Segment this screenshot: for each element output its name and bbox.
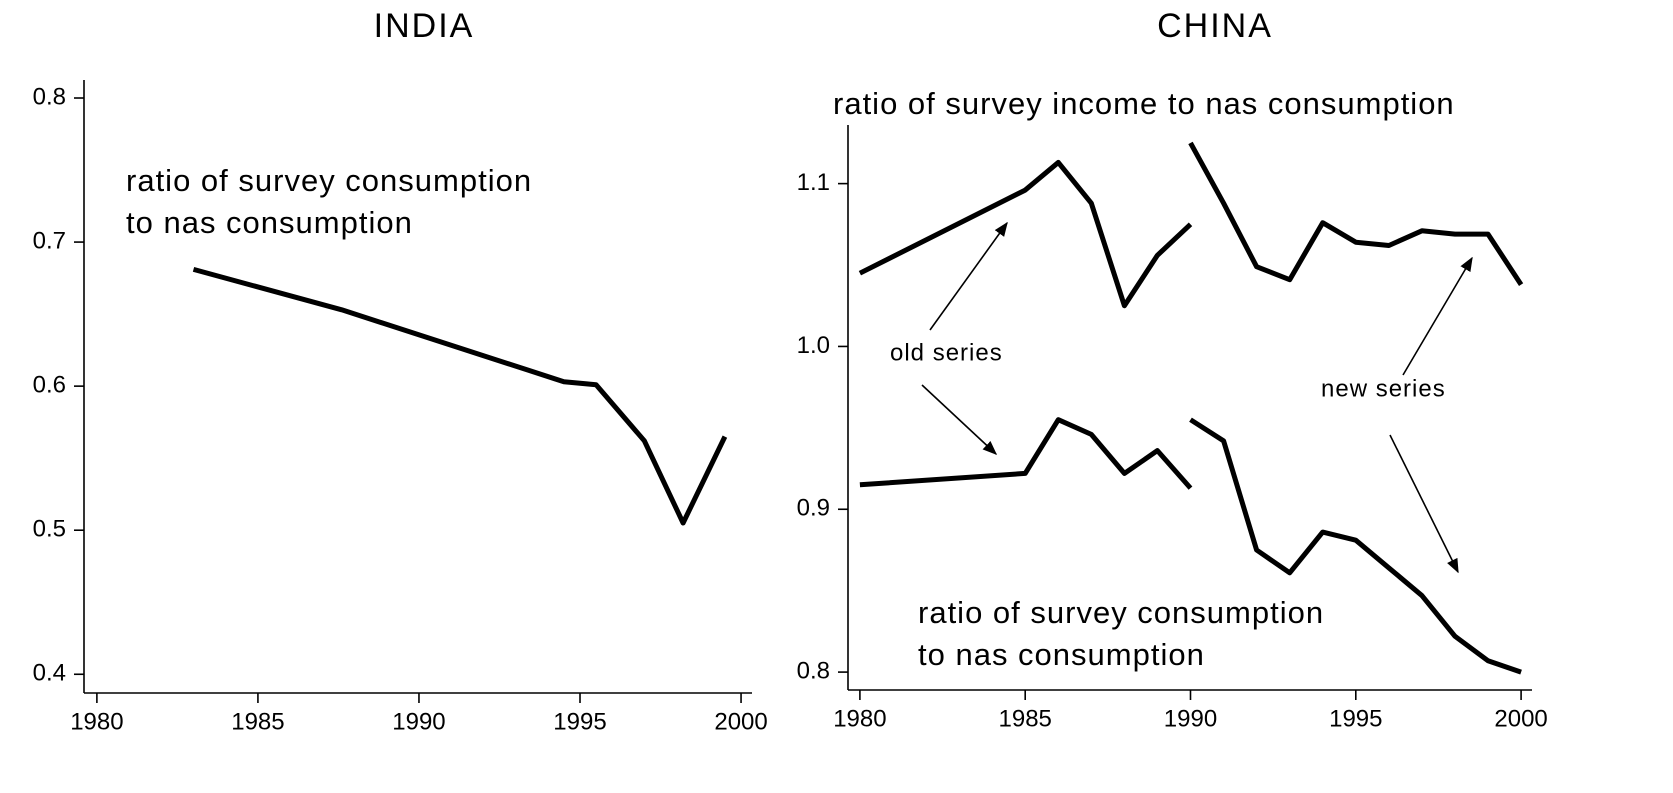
arrow <box>921 384 998 455</box>
y-tick-label: 0.8 <box>33 83 66 110</box>
annotation: new series <box>1321 375 1446 402</box>
x-tick-label: 1995 <box>1329 705 1382 732</box>
y-tick-label: 0.4 <box>33 660 66 687</box>
x-tick-label: 1990 <box>1164 705 1217 732</box>
annotation: to nas consumption <box>918 637 1205 672</box>
y-tick-label: 0.7 <box>33 227 66 254</box>
x-tick-label: 1985 <box>231 708 284 735</box>
panel-title: CHINA <box>1157 7 1273 45</box>
panel-title: INDIA <box>374 7 475 45</box>
series-line <box>1188 141 1524 286</box>
x-tick-label: 1985 <box>999 705 1052 732</box>
series-line <box>858 159 1193 309</box>
annotation: to nas consumption <box>126 205 413 240</box>
y-tick-label: 0.5 <box>33 516 66 543</box>
arrows <box>921 221 1473 574</box>
series-line <box>1189 417 1522 675</box>
x-tick-label: 1990 <box>392 708 445 735</box>
arrow <box>1402 256 1473 376</box>
y-tick-label: 1.0 <box>797 332 830 359</box>
arrow <box>1389 434 1459 574</box>
y-tick-label: 1.1 <box>797 169 830 196</box>
annotation: ratio of survey consumption <box>126 163 532 198</box>
annotation: old series <box>890 339 1003 366</box>
y-tick-label: 0.6 <box>33 371 66 398</box>
x-tick-label: 1980 <box>70 708 123 735</box>
x-tick-label: 1995 <box>553 708 606 735</box>
series-line <box>859 417 1193 490</box>
y-tick-label: 0.9 <box>797 495 830 522</box>
x-tick-label: 1980 <box>833 705 886 732</box>
x-tick-label: 2000 <box>714 708 767 735</box>
series-line <box>192 266 728 526</box>
x-tick-label: 2000 <box>1494 705 1547 732</box>
annotation: ratio of survey income to nas consumptio… <box>833 86 1455 121</box>
annotation: ratio of survey consumption <box>918 595 1324 630</box>
arrow <box>929 221 1008 331</box>
y-tick-label: 0.8 <box>797 657 830 684</box>
